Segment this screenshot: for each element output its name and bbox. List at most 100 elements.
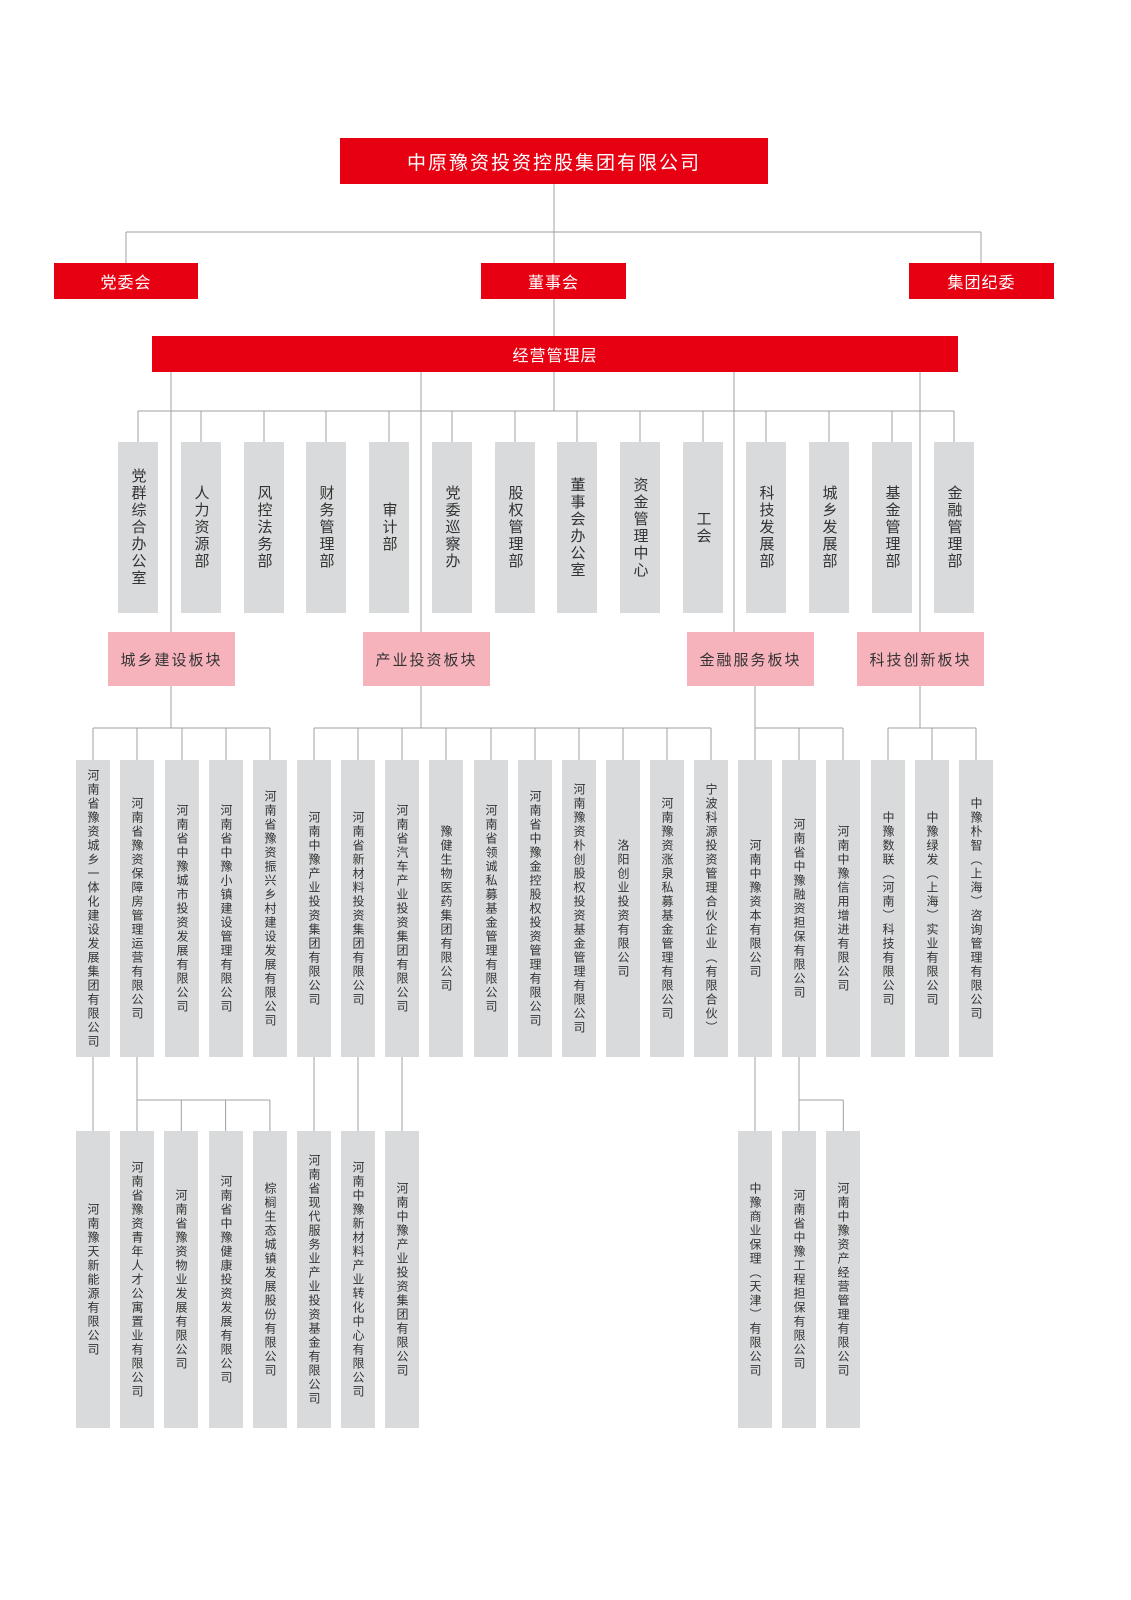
sector-box: 产业投资板块 (363, 632, 490, 686)
department-box: 风控法务部 (244, 442, 284, 613)
subsidiary-box-label: 河南豫天新能源有限公司 (86, 1202, 100, 1357)
subsidiary-box: 河南省中豫工程担保有限公司 (782, 1131, 816, 1428)
department-box: 工会 (683, 442, 723, 613)
company-box-label: 河南省中豫金控股权投资管理有限公司 (528, 789, 542, 1028)
department-box: 审计部 (369, 442, 409, 613)
company-box-label: 洛阳创业投资有限公司 (616, 838, 630, 979)
department-box: 城乡发展部 (809, 442, 849, 613)
company-box: 河南省领诚私募基金管理有限公司 (474, 760, 508, 1057)
company-box: 河南豫资朴创股权投资基金管理有限公司 (562, 760, 596, 1057)
subsidiary-box: 河南中豫资产经营管理有限公司 (826, 1131, 860, 1428)
sector-box-label: 城乡建设板块 (120, 650, 223, 669)
company-box-label: 河南省领诚私募基金管理有限公司 (484, 803, 498, 1014)
department-box-label: 基金管理部 (883, 485, 902, 570)
subsidiary-box: 河南中豫新材料产业转化中心有限公司 (341, 1131, 375, 1428)
subsidiary-box: 中豫商业保理（天津）有限公司 (738, 1131, 772, 1428)
company-box: 河南省中豫融资担保有限公司 (782, 760, 816, 1057)
company-box: 河南省豫资保障房管理运营有限公司 (120, 760, 154, 1057)
subsidiary-box-label: 河南中豫资产经营管理有限公司 (836, 1181, 850, 1378)
sector-box: 科技创新板块 (857, 632, 984, 686)
company-box: 豫健生物医药集团有限公司 (429, 760, 463, 1057)
company-box-label: 河南省豫资城乡一体化建设发展集团有限公司 (86, 768, 100, 1049)
subsidiary-box-label: 棕榈生态城镇发展股份有限公司 (263, 1181, 277, 1378)
department-box: 金融管理部 (934, 442, 974, 613)
department-box-label: 审计部 (380, 502, 399, 553)
subsidiary-box-label: 河南省豫资青年人才公寓置业有限公司 (130, 1160, 144, 1399)
company-box-label: 河南豫资涨泉私募基金管理有限公司 (660, 796, 674, 1021)
subsidiary-box-label: 河南省豫资物业发展有限公司 (174, 1188, 188, 1371)
company-box-label: 河南省中豫小镇建设管理有限公司 (219, 803, 233, 1014)
company-box: 宁波科源投资管理合伙企业（有限合伙） (694, 760, 728, 1057)
company-box: 河南省中豫小镇建设管理有限公司 (209, 760, 243, 1057)
department-box-label: 股权管理部 (506, 485, 525, 570)
company-box: 河南省中豫金控股权投资管理有限公司 (518, 760, 552, 1057)
sector-box: 城乡建设板块 (108, 632, 235, 686)
subsidiary-box-label: 河南省现代服务业产业投资基金有限公司 (307, 1153, 321, 1406)
subsidiary-box: 河南省豫资青年人才公寓置业有限公司 (120, 1131, 154, 1428)
company-box-label: 河南中豫资本有限公司 (748, 838, 762, 979)
department-box-label: 党委巡察办 (443, 485, 462, 570)
subsidiary-box: 河南省中豫健康投资发展有限公司 (209, 1131, 243, 1428)
company-box: 中豫数联（河南）科技有限公司 (871, 760, 905, 1057)
department-box-label: 资金管理中心 (631, 476, 650, 579)
discipline-committee-label: 集团纪委 (947, 273, 1016, 292)
department-box-label: 人力资源部 (192, 485, 211, 570)
department-box-label: 城乡发展部 (820, 485, 839, 570)
company-box: 河南省新材料投资集团有限公司 (341, 760, 375, 1057)
company-box-label: 河南省汽车产业投资集团有限公司 (395, 803, 409, 1014)
company-box: 河南中豫产业投资集团有限公司 (297, 760, 331, 1057)
company-box-label: 中豫绿发（上海）实业有限公司 (925, 810, 939, 1007)
subsidiary-box: 棕榈生态城镇发展股份有限公司 (253, 1131, 287, 1428)
company-box-label: 河南豫资朴创股权投资基金管理有限公司 (572, 782, 586, 1035)
company-box-label: 河南省豫资保障房管理运营有限公司 (130, 796, 144, 1021)
party-committee-box: 党委会 (54, 263, 198, 299)
company-box: 河南省汽车产业投资集团有限公司 (385, 760, 419, 1057)
board-of-directors-box: 董事会 (481, 263, 626, 299)
department-box: 基金管理部 (872, 442, 912, 613)
subsidiary-box-label: 河南省中豫健康投资发展有限公司 (219, 1174, 233, 1385)
department-box-label: 科技发展部 (757, 485, 776, 570)
sector-box-label: 产业投资板块 (375, 650, 478, 669)
company-box: 中豫朴智（上海）咨询管理有限公司 (959, 760, 993, 1057)
company-box-label: 河南省中豫城市投资发展有限公司 (175, 803, 189, 1014)
department-box-label: 董事会办公室 (568, 476, 587, 579)
group-company-box: 中原豫资投资控股集团有限公司 (340, 138, 768, 184)
subsidiary-box-label: 河南中豫产业投资集团有限公司 (395, 1181, 409, 1378)
company-box: 河南中豫信用增进有限公司 (826, 760, 860, 1057)
company-box: 中豫绿发（上海）实业有限公司 (915, 760, 949, 1057)
company-box: 河南中豫资本有限公司 (738, 760, 772, 1057)
management-box: 经营管理层 (152, 336, 958, 372)
company-box: 河南省豫资振兴乡村建设发展有限公司 (253, 760, 287, 1057)
department-box: 科技发展部 (746, 442, 786, 613)
company-box: 洛阳创业投资有限公司 (606, 760, 640, 1057)
sector-box: 金融服务板块 (687, 632, 814, 686)
company-box: 河南豫资涨泉私募基金管理有限公司 (650, 760, 684, 1057)
subsidiary-box: 河南中豫产业投资集团有限公司 (385, 1131, 419, 1428)
subsidiary-box: 河南省豫资物业发展有限公司 (164, 1131, 198, 1428)
department-box: 财务管理部 (306, 442, 346, 613)
department-box: 党群综合办公室 (118, 442, 158, 613)
company-box-label: 河南中豫产业投资集团有限公司 (307, 810, 321, 1007)
department-box-label: 风控法务部 (255, 485, 274, 570)
company-box-label: 中豫朴智（上海）咨询管理有限公司 (969, 796, 983, 1021)
subsidiary-box-label: 河南中豫新材料产业转化中心有限公司 (351, 1160, 365, 1399)
company-box-label: 河南省豫资振兴乡村建设发展有限公司 (263, 789, 277, 1028)
company-box-label: 河南省新材料投资集团有限公司 (351, 810, 365, 1007)
department-box-label: 党群综合办公室 (129, 468, 148, 587)
sector-box-label: 金融服务板块 (699, 650, 802, 669)
company-box-label: 中豫数联（河南）科技有限公司 (881, 810, 895, 1007)
department-box-label: 财务管理部 (317, 485, 336, 570)
department-box: 股权管理部 (495, 442, 535, 613)
company-box-label: 宁波科源投资管理合伙企业（有限合伙） (704, 782, 718, 1035)
subsidiary-box-label: 河南省中豫工程担保有限公司 (792, 1188, 806, 1371)
group-title: 中原豫资投资控股集团有限公司 (406, 151, 701, 174)
company-box-label: 河南中豫信用增进有限公司 (836, 824, 850, 993)
subsidiary-box: 河南豫天新能源有限公司 (76, 1131, 110, 1428)
company-box: 河南省豫资城乡一体化建设发展集团有限公司 (76, 760, 110, 1057)
department-box: 董事会办公室 (557, 442, 597, 613)
board-label: 董事会 (527, 273, 579, 292)
department-box: 党委巡察办 (432, 442, 472, 613)
subsidiary-box-label: 中豫商业保理（天津）有限公司 (748, 1181, 762, 1378)
